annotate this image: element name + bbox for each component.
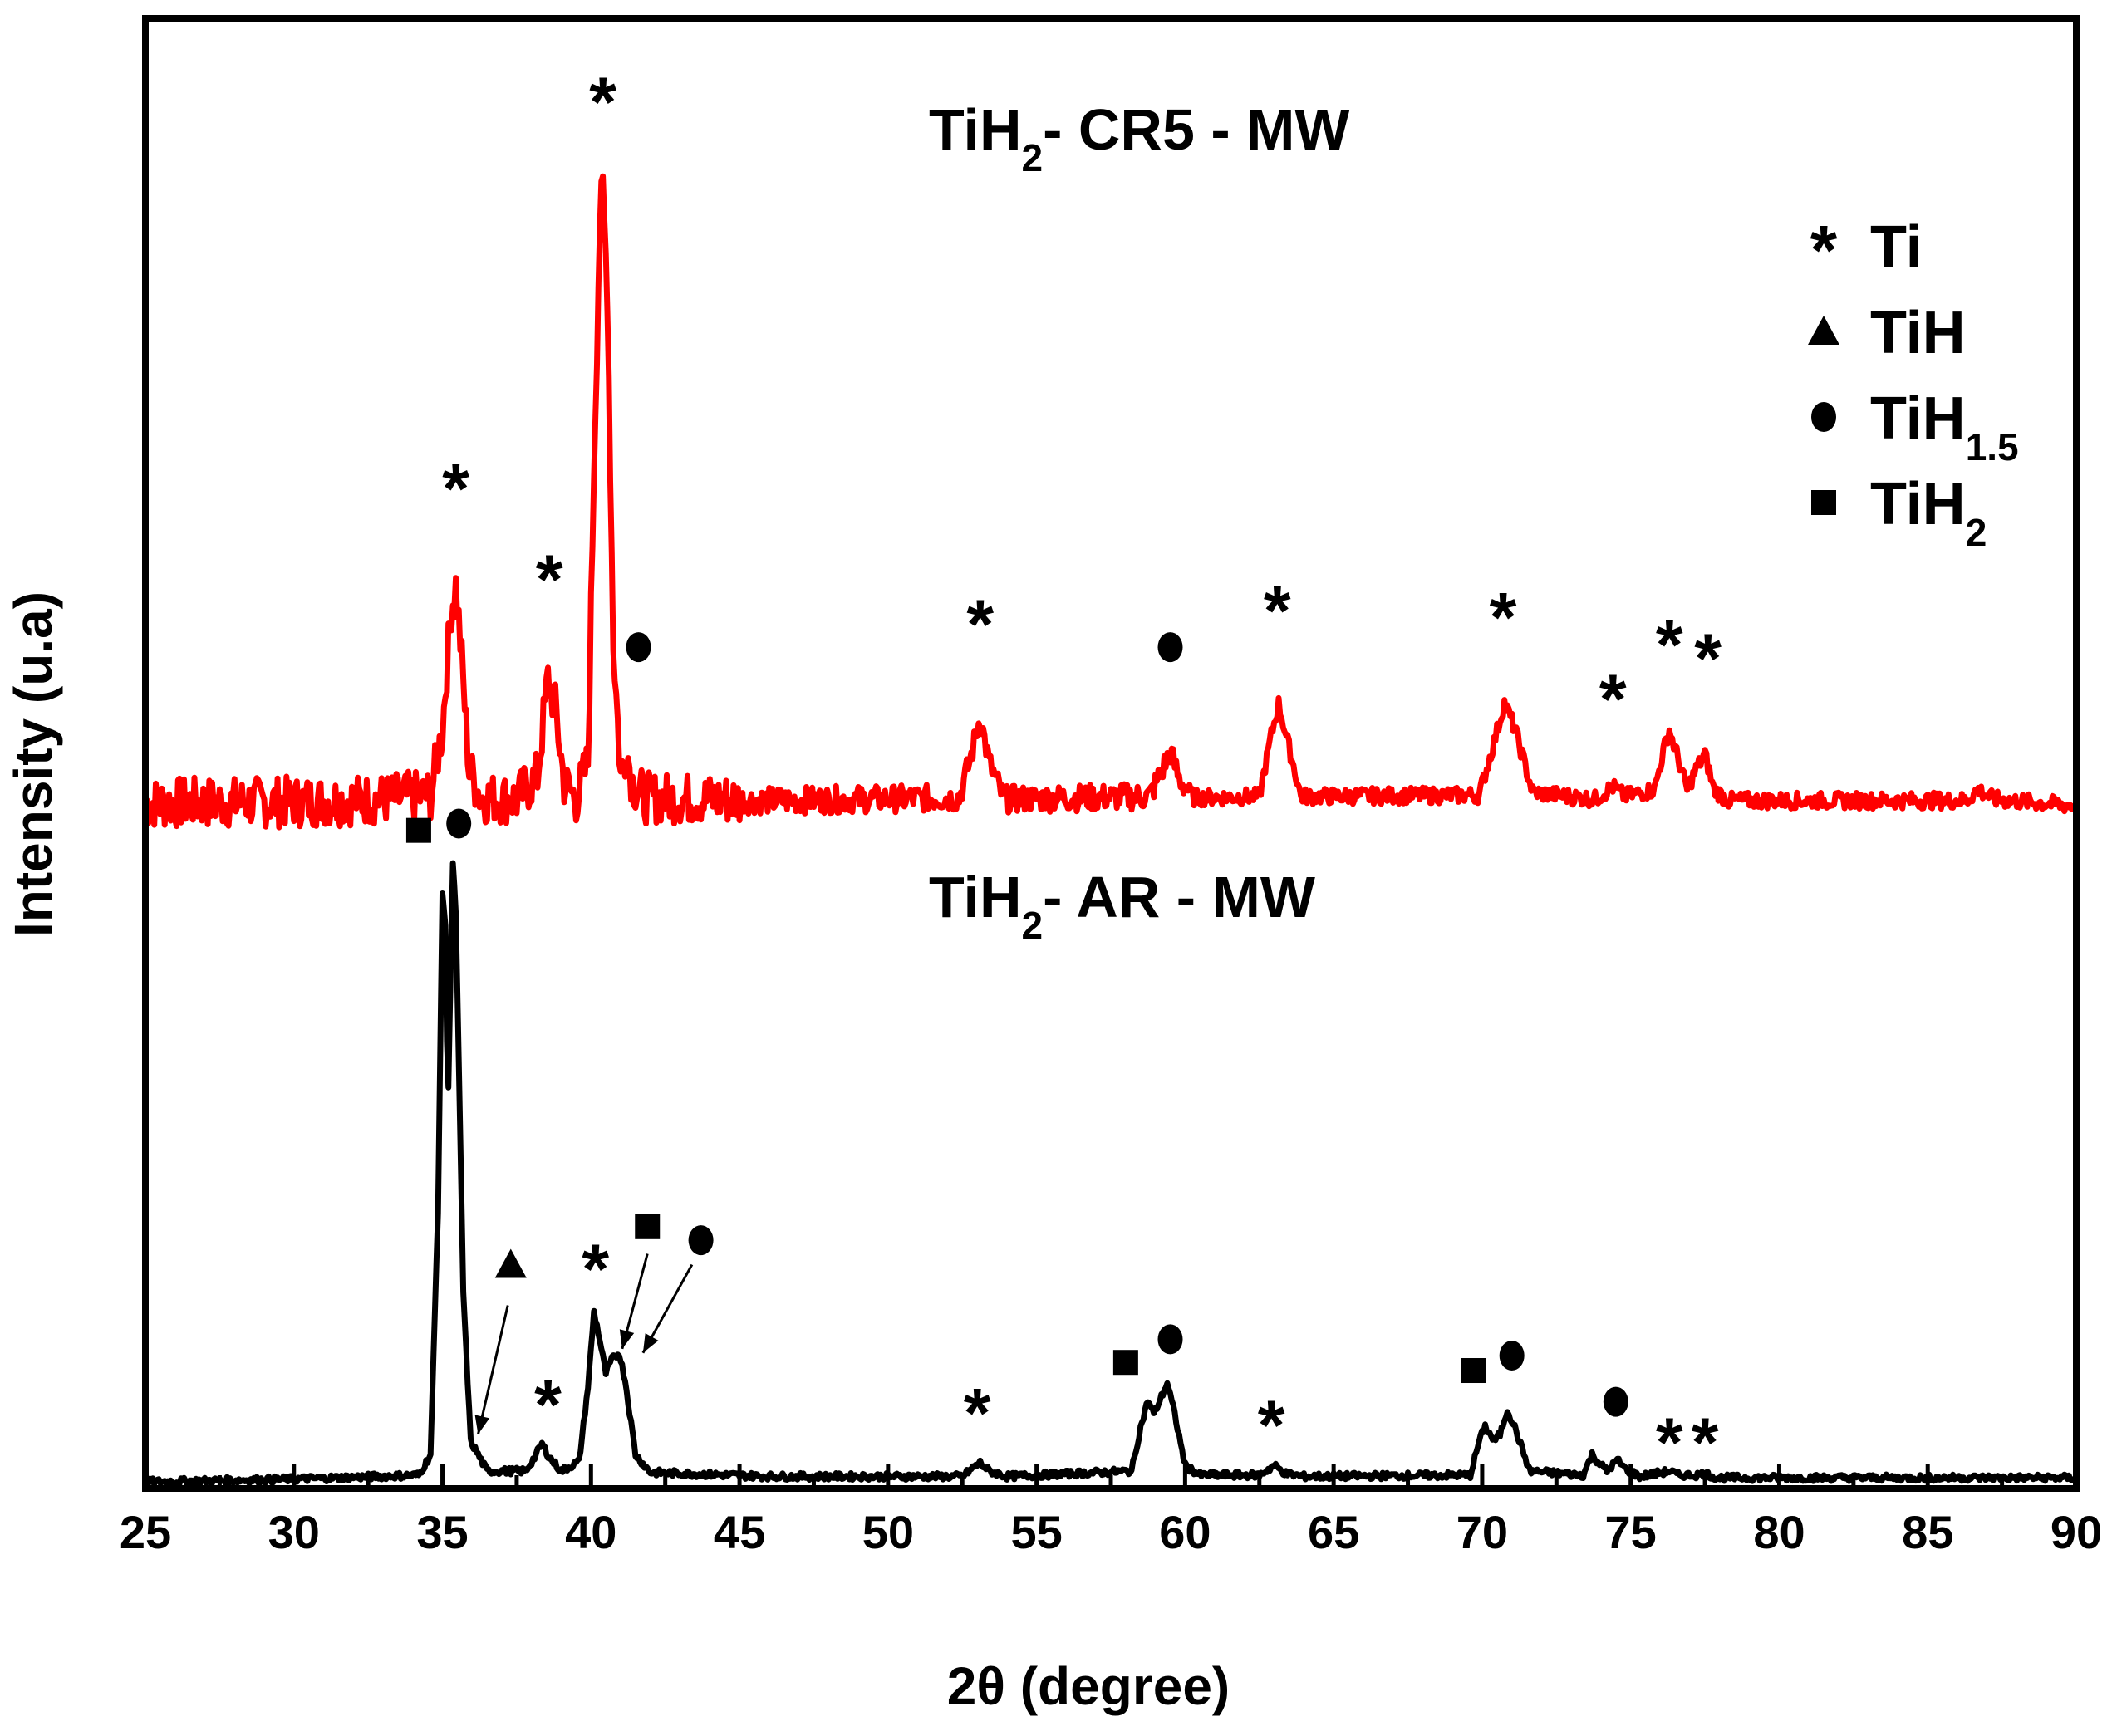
peak-marker-square-icon <box>1461 1358 1486 1384</box>
annotation-arrow <box>474 1305 509 1435</box>
x-tick-label: 75 <box>1605 1506 1657 1558</box>
legend-label: TiH2 <box>1870 471 1987 554</box>
peak-marker-star-icon: * <box>442 449 469 527</box>
series-label-ar-rest: - AR - MW <box>1043 865 1315 929</box>
x-tick-label: 85 <box>1902 1506 1953 1558</box>
peak-marker-star-icon: * <box>534 1366 562 1444</box>
legend-square-icon <box>1811 490 1836 515</box>
peak-marker-star-icon: * <box>1694 619 1722 697</box>
x-tick-label: 35 <box>416 1506 468 1558</box>
peak-marker-circle-icon <box>446 808 472 839</box>
legend-star-icon: * <box>1810 211 1838 289</box>
series-label-cr5-main: TiH <box>929 97 1022 162</box>
x-tick-label: 45 <box>714 1506 765 1558</box>
annotation-arrow <box>619 1253 649 1350</box>
legend-label: Ti <box>1870 214 1923 281</box>
annotation-arrow <box>641 1263 694 1354</box>
legend-triangle-icon <box>1808 316 1839 345</box>
series-label-cr5: TiH2- CR5 - MW <box>929 97 1349 179</box>
x-tick-label: 70 <box>1456 1506 1508 1558</box>
peak-marker-star-icon: * <box>1490 578 1517 656</box>
peak-marker-circle-icon <box>1157 1324 1183 1355</box>
peak-marker-star-icon: * <box>1599 660 1627 738</box>
peak-marker-square-icon <box>635 1214 661 1239</box>
peak-marker-circle-icon <box>1499 1341 1525 1371</box>
x-tick-label: 60 <box>1159 1506 1211 1558</box>
x-tick-label: 40 <box>565 1506 616 1558</box>
legend-label: TiH <box>1870 300 1966 366</box>
x-tick-label: 55 <box>1010 1506 1062 1558</box>
x-tick-label: 90 <box>2051 1506 2102 1558</box>
peak-marker-circle-icon <box>1603 1386 1628 1417</box>
x-axis-label: 2θ (degree) <box>947 1656 1230 1716</box>
peak-marker-circle-icon <box>1157 632 1183 663</box>
peak-marker-square-icon <box>1112 1350 1138 1376</box>
peak-marker-star-icon: * <box>589 62 616 140</box>
series-label-ar-main: TiH <box>929 865 1022 929</box>
x-tick-label: 25 <box>120 1506 171 1558</box>
peak-marker-star-icon: * <box>1656 1404 1683 1482</box>
peak-marker-star-icon: * <box>1656 606 1683 684</box>
peak-marker-star-icon: * <box>966 585 994 663</box>
series-line-1 <box>142 860 2079 1488</box>
series-label-cr5-rest: - CR5 - MW <box>1043 97 1349 162</box>
peak-marker-star-icon: * <box>1264 571 1291 650</box>
x-tick-label: 30 <box>268 1506 320 1558</box>
series-label-ar: TiH2- AR - MW <box>929 865 1315 947</box>
x-tick-label: 80 <box>1753 1506 1805 1558</box>
peak-marker-star-icon: * <box>582 1230 609 1308</box>
peak-marker-star-icon: * <box>1258 1385 1285 1464</box>
y-axis-label: Intensity (u.a) <box>3 591 63 937</box>
peak-marker-star-icon: * <box>1692 1404 1719 1482</box>
series-line-0 <box>142 173 2079 831</box>
legend-label: TiH1.5 <box>1870 385 2019 468</box>
series-label-cr5-sub: 2 <box>1022 136 1044 179</box>
peak-marker-star-icon: * <box>964 1374 991 1452</box>
peak-marker-circle-icon <box>688 1225 714 1256</box>
legend-circle-icon <box>1811 402 1836 432</box>
peak-marker-triangle-icon <box>494 1248 527 1278</box>
peak-marker-square-icon <box>405 817 431 843</box>
x-tick-label: 65 <box>1308 1506 1359 1558</box>
peak-marker-circle-icon <box>626 632 651 663</box>
peak-marker-star-icon: * <box>536 540 563 618</box>
series-label-ar-sub: 2 <box>1022 904 1044 947</box>
x-tick-label: 50 <box>862 1506 914 1558</box>
